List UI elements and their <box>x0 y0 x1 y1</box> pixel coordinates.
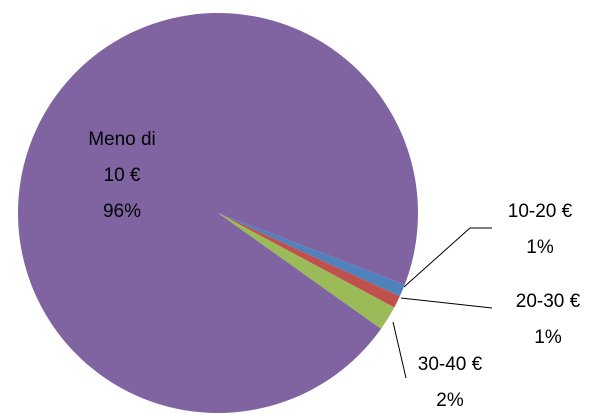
pie-slice <box>17 13 418 414</box>
category-label: 10-20 € <box>507 201 573 222</box>
category-label: 20-30 € <box>515 291 581 312</box>
category-label: Meno di 10 € <box>88 129 156 186</box>
pie-slice <box>218 213 405 297</box>
leader-line <box>392 321 407 379</box>
category-label: 30-40 € <box>417 354 483 375</box>
slice-label: Meno di 10 € 96% <box>82 122 162 230</box>
pie-slice <box>218 213 400 308</box>
value-label: 1% <box>526 237 554 258</box>
pie-slice <box>218 213 395 329</box>
slice-label: 10-20 € 1% <box>485 194 595 266</box>
slice-label: 20-30 € 1% <box>493 284 603 356</box>
leader-line <box>403 227 492 288</box>
slice-label: 30-40 € 2% <box>395 347 505 415</box>
value-label: 2% <box>436 390 464 411</box>
leader-line <box>400 297 493 309</box>
value-label: 96% <box>102 201 142 222</box>
value-label: 1% <box>534 327 562 348</box>
